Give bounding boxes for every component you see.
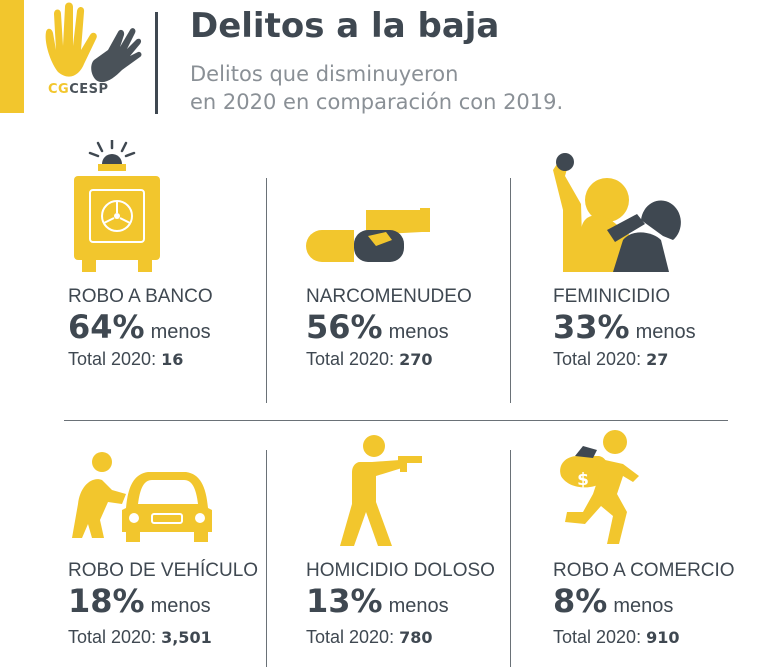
percent-value: 64% [68,308,145,346]
total-2020: Total 2020: 270 [306,349,433,370]
svg-text:$: $ [577,470,589,490]
total-2020: Total 2020: 3,501 [68,627,212,648]
total-2020: Total 2020: 16 [68,349,183,370]
column-divider [510,450,511,667]
column-divider [266,178,267,403]
percent-unit: menos [150,321,211,343]
total-value: 27 [646,350,669,369]
total-label: Total 2020: [68,349,157,369]
crime-card-robo-banco: ROBO A BANCO 64% menos Total 2020: 16 [68,140,298,380]
crime-card-homicidio-doloso: HOMICIDIO DOLOSO 13% menos Total 2020: 78… [306,420,536,660]
total-label: Total 2020: [306,349,395,369]
percent-change: 13% menos [306,582,449,620]
crime-label: ROBO A BANCO [68,286,213,307]
column-divider [266,450,267,667]
total-label: Total 2020: [553,349,642,369]
percent-change: 18% menos [68,582,211,620]
logo-text-a: CG [48,82,70,97]
total-2020: Total 2020: 910 [553,627,680,648]
header-divider [155,12,158,114]
total-label: Total 2020: [68,627,157,647]
hand-pill-icon [306,208,430,262]
crime-card-robo-vehiculo: ROBO DE VEHÍCULO 18% menos Total 2020: 3,… [68,420,298,660]
percent-value: 56% [306,308,383,346]
percent-unit: menos [613,595,674,617]
crime-card-robo-comercio: $ ROBO A COMERCIO 8% menos Total 2020: 91… [553,420,768,660]
percent-value: 8% [553,582,608,620]
total-label: Total 2020: [553,627,642,647]
percent-unit: menos [150,595,211,617]
percent-value: 18% [68,582,145,620]
percent-unit: menos [388,595,449,617]
percent-value: 13% [306,582,383,620]
percent-unit: menos [388,321,449,343]
crime-label: ROBO A COMERCIO [553,560,735,581]
total-label: Total 2020: [306,627,395,647]
crime-label: FEMINICIDIO [553,286,671,307]
percent-change: 8% menos [553,582,673,620]
crime-label: HOMICIDIO DOLOSO [306,560,495,581]
logo-text-b: CESP [69,82,109,97]
hands-logo-icon [45,2,142,83]
dollar-icon: $ [577,470,589,490]
crime-card-narcomenudeo: NARCOMENUDEO 56% menos Total 2020: 270 [306,140,536,380]
row-divider [64,420,728,421]
assault-figures-icon [553,153,681,272]
subtitle-line-2: en 2020 en comparación con 2019. [190,90,564,114]
page-title: Delitos a la baja [190,6,500,46]
percent-value: 33% [553,308,630,346]
total-value: 270 [399,350,433,369]
total-2020: Total 2020: 27 [553,349,668,370]
accent-bar [0,0,24,113]
logo-wordmark: CGCESP [48,82,109,97]
car-theft-icon [72,452,212,542]
crime-label: NARCOMENUDEO [306,286,472,307]
bank-vault-alarm-icon [74,140,160,272]
total-2020: Total 2020: 780 [306,627,433,648]
total-value: 910 [646,628,680,647]
percent-change: 64% menos [68,308,211,346]
percent-change: 33% menos [553,308,696,346]
percent-unit: menos [635,321,696,343]
gunman-icon [340,435,422,546]
total-value: 780 [399,628,433,647]
page-subtitle: Delitos que disminuyeron en 2020 en comp… [190,60,690,116]
total-value: 16 [161,350,184,369]
total-value: 3,501 [161,628,212,647]
running-thief-money-bag-icon [560,430,639,544]
crime-label: ROBO DE VEHÍCULO [68,560,259,581]
subtitle-line-1: Delitos que disminuyeron [190,62,459,86]
crime-card-feminicidio: FEMINICIDIO 33% menos Total 2020: 27 [553,140,768,380]
column-divider [510,178,511,403]
percent-change: 56% menos [306,308,449,346]
